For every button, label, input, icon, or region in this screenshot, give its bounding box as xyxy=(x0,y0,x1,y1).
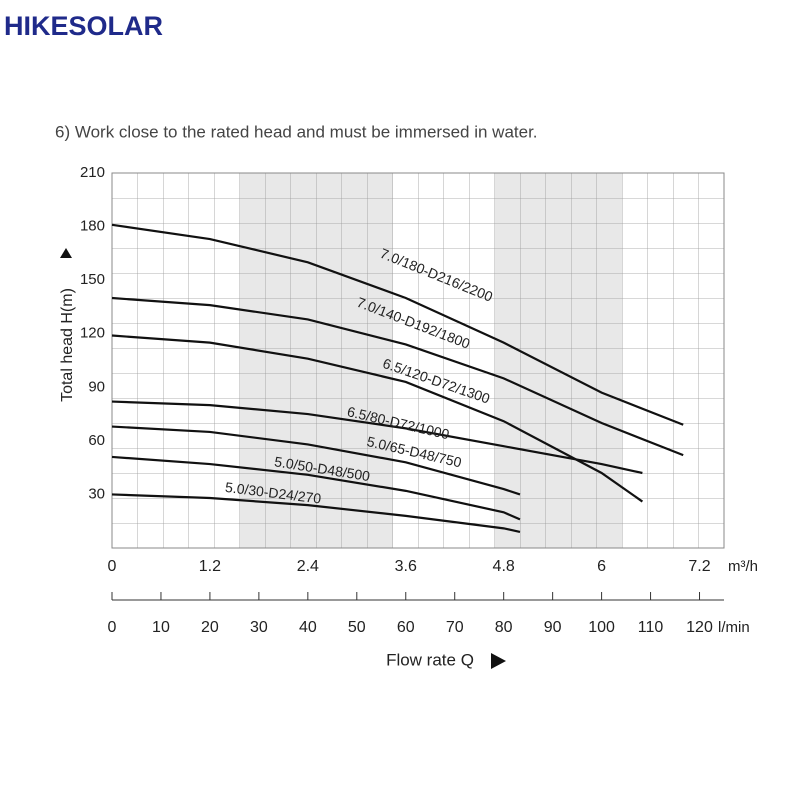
curve xyxy=(111,455,521,521)
x2-tick-label: 70 xyxy=(446,619,464,636)
x2-unit: l/min xyxy=(718,619,750,636)
x2-tick-label: 100 xyxy=(588,619,615,636)
arrow xyxy=(60,248,72,258)
curve xyxy=(111,425,521,496)
x-tick-label: 2.4 xyxy=(297,558,319,575)
note: 6) Work close to the rated head and must… xyxy=(55,122,538,141)
y-tick-label: 150 xyxy=(80,271,105,288)
x2-tick-label: 20 xyxy=(201,619,219,636)
x-tick-label: 0 xyxy=(108,558,117,575)
y-tick-label: 30 xyxy=(88,485,105,502)
arrow xyxy=(491,653,506,669)
x2-tick-label: 40 xyxy=(299,619,317,636)
y-tick-label: 60 xyxy=(88,432,105,449)
x2-tick-label: 90 xyxy=(544,619,562,636)
x2-tick-label: 50 xyxy=(348,619,366,636)
curve xyxy=(111,223,684,426)
x2-tick-label: 80 xyxy=(495,619,513,636)
x2-tick-label: 10 xyxy=(152,619,170,636)
x2-tick-label: 110 xyxy=(638,619,664,636)
y-tick-label: 90 xyxy=(88,378,105,395)
y-tick-label: 180 xyxy=(80,218,105,235)
x-unit: m³/h xyxy=(728,558,758,575)
x-axis-title: Flow rate Q xyxy=(386,650,474,669)
x-tick-label: 7.2 xyxy=(688,558,710,575)
x-tick-label: 6 xyxy=(597,558,606,575)
x-tick-label: 1.2 xyxy=(199,558,221,575)
y-axis-title: Total head H(m) xyxy=(59,288,76,402)
y-tick-label: 120 xyxy=(80,325,105,342)
x2-tick-label: 60 xyxy=(397,619,415,636)
x2-tick-label: 120 xyxy=(686,619,713,636)
x2-tick-label: 30 xyxy=(250,619,268,636)
x-tick-label: 4.8 xyxy=(493,558,515,575)
x2-tick-label: 0 xyxy=(108,619,117,636)
brand: HIKESOLAR xyxy=(4,11,163,41)
x-tick-label: 3.6 xyxy=(395,558,417,575)
curve xyxy=(111,400,643,475)
curve xyxy=(111,296,684,457)
grid xyxy=(111,172,725,549)
y-tick-label: 210 xyxy=(80,164,105,181)
curve xyxy=(111,493,521,534)
curve xyxy=(111,334,644,503)
